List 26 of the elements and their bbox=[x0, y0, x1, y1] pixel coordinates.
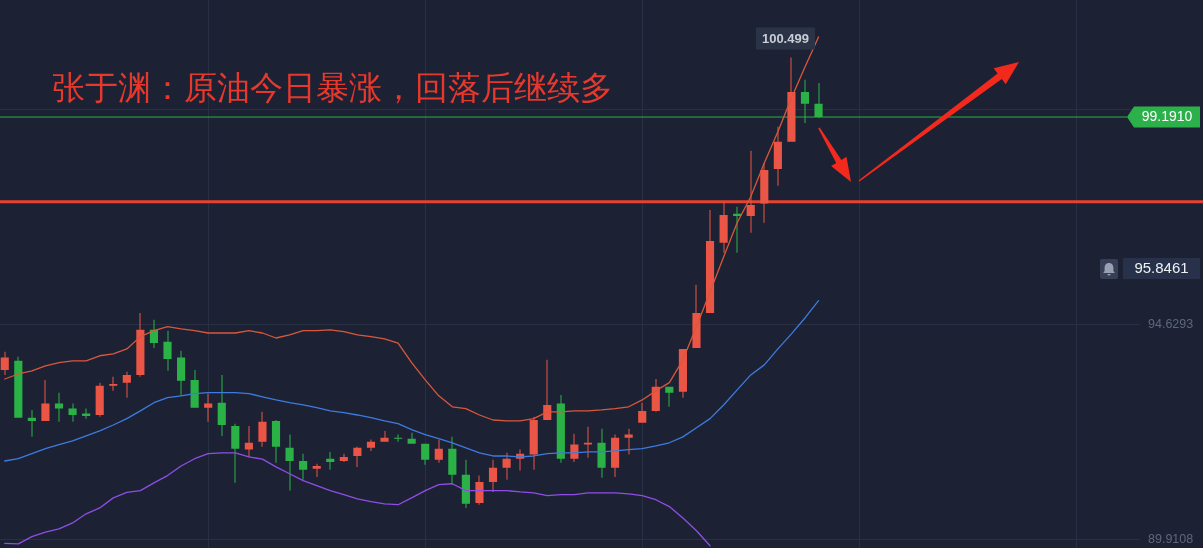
text: 95.8461 bbox=[1134, 259, 1189, 277]
candlestick bbox=[27, 409, 36, 437]
candlestick bbox=[475, 475, 484, 505]
candlestick bbox=[41, 379, 50, 421]
candlestick bbox=[109, 376, 118, 391]
candlestick bbox=[244, 425, 253, 457]
candlestick bbox=[665, 386, 674, 407]
candlestick bbox=[597, 428, 606, 478]
candlestick bbox=[68, 403, 77, 422]
candlestick bbox=[638, 402, 647, 423]
candlestick bbox=[380, 430, 389, 442]
candlestick bbox=[746, 150, 755, 233]
ref-line-label: 99.1910 bbox=[1141, 108, 1193, 125]
candlestick bbox=[583, 426, 593, 458]
text: 张于渊：原油今日暴涨，回落后继续多 bbox=[52, 68, 613, 108]
candlestick bbox=[54, 392, 64, 422]
candlestick bbox=[122, 371, 131, 398]
annotation: 100.499 bbox=[761, 30, 809, 46]
y-tick-label: 89.9108 bbox=[1148, 532, 1194, 547]
candlestick bbox=[299, 453, 308, 480]
candlestick bbox=[258, 411, 267, 447]
candlestick bbox=[204, 393, 213, 422]
candlestick bbox=[163, 330, 172, 371]
candlestick bbox=[312, 463, 321, 477]
y-tick-label: 94.6293 bbox=[1148, 317, 1194, 332]
candlestick bbox=[394, 434, 403, 442]
